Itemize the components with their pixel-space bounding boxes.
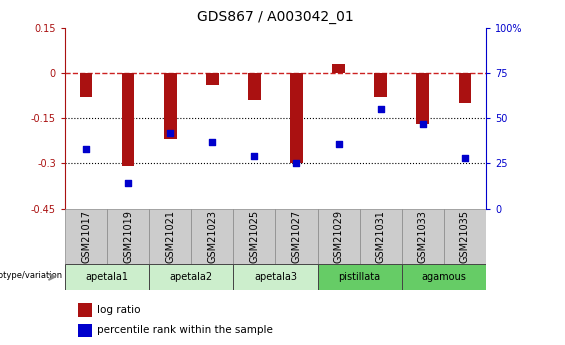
Point [460,155,470,161]
Bar [107,209,149,264]
Text: apetala1: apetala1 [85,272,129,282]
Bar [444,209,486,264]
Bar [233,209,276,264]
Point [81,146,90,152]
Text: GSM21031: GSM21031 [376,210,386,263]
Point [208,139,217,145]
Bar [65,209,107,264]
Bar [318,209,360,264]
Bar [276,209,318,264]
Bar [416,73,429,124]
Bar [375,73,387,97]
Bar [402,264,486,290]
Bar [191,209,233,264]
Text: GSM21017: GSM21017 [81,210,91,263]
Bar [402,209,444,264]
Bar [149,209,191,264]
Bar [77,304,92,317]
Text: pistillata: pistillata [338,272,381,282]
Text: apetala3: apetala3 [254,272,297,282]
Text: apetala2: apetala2 [170,272,213,282]
Bar [80,73,92,97]
Bar [332,64,345,73]
Point [334,141,343,146]
Text: GSM21025: GSM21025 [249,210,259,263]
Text: GSM21021: GSM21021 [165,210,175,263]
Bar [77,324,92,337]
Bar [248,73,260,100]
Text: percentile rank within the sample: percentile rank within the sample [97,325,272,335]
Text: agamous: agamous [421,272,466,282]
Text: GSM21033: GSM21033 [418,210,428,263]
Text: GSM21035: GSM21035 [460,210,470,263]
Bar [149,264,233,290]
Bar [206,73,219,85]
Bar [233,264,318,290]
Bar [122,73,134,166]
Title: GDS867 / A003042_01: GDS867 / A003042_01 [197,10,354,24]
Bar [65,264,149,290]
Text: GSM21023: GSM21023 [207,210,218,263]
Text: log ratio: log ratio [97,305,140,315]
Point [124,180,133,186]
Text: GSM21027: GSM21027 [292,210,302,263]
Point [166,130,175,135]
Text: genotype/variation: genotype/variation [0,271,63,280]
Bar [290,73,303,164]
Bar [164,73,176,139]
Bar [359,209,402,264]
Text: GSM21029: GSM21029 [333,210,344,263]
Point [292,161,301,166]
Point [250,154,259,159]
Bar [318,264,402,290]
Bar [459,73,471,103]
Point [376,106,385,112]
Text: GSM21019: GSM21019 [123,210,133,263]
Point [418,121,427,126]
